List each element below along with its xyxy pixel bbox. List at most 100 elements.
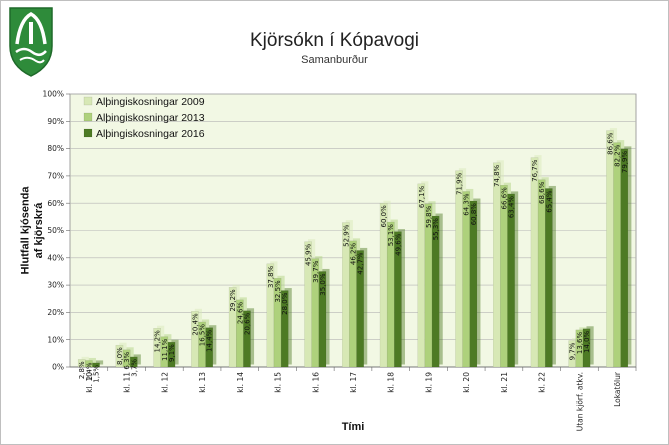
- data-label: 24,6%: [236, 302, 244, 325]
- data-label: 60,8%: [470, 203, 478, 226]
- bar-shadow: [95, 360, 104, 365]
- x-tick-label: kl. 16: [311, 372, 320, 393]
- bar: [236, 297, 247, 368]
- data-label: 86,6%: [606, 132, 614, 155]
- data-label: 2,4%: [85, 362, 93, 380]
- data-label: 39,7%: [312, 260, 320, 283]
- legend-entry: Alþingiskosningar 2013: [83, 112, 205, 124]
- bar-face: [129, 356, 138, 368]
- bar-face: [153, 328, 161, 368]
- chart-title: Kjörsókn í Kópavogi: [250, 30, 419, 51]
- bar: [92, 360, 104, 368]
- bar-face: [394, 231, 402, 368]
- bar: [613, 140, 625, 368]
- data-label: 76,7%: [531, 159, 539, 182]
- bar-face: [530, 157, 539, 368]
- data-label: 32,5%: [274, 280, 282, 303]
- data-label: 29,2%: [229, 289, 237, 312]
- bar-face: [318, 271, 327, 368]
- y-tick-label: 50%: [47, 226, 64, 235]
- legend-swatch: [83, 96, 93, 106]
- data-label: 74,8%: [493, 164, 501, 187]
- y-tick-labels: 0% 10% 20% 30% 40% 50% 60% 70% 80% 90% 100%: [43, 90, 64, 372]
- bar-face: [545, 188, 553, 368]
- bar-face: [205, 327, 214, 368]
- x-tick-labels: kl. 10 kl. 11 kl. 12 kl. 13 kl. 14 kl. 15 kl. …: [85, 371, 622, 431]
- kopavogur-logo-icon: [9, 7, 53, 77]
- data-label: 79,9%: [621, 151, 629, 174]
- bar-face: [356, 250, 364, 368]
- y-tick-label: 80%: [47, 144, 64, 153]
- data-label: 59,8%: [425, 205, 433, 228]
- y-tick-label: 20%: [47, 308, 64, 317]
- bar: [507, 191, 519, 368]
- y-tick-label: 60%: [47, 199, 64, 208]
- bar: [394, 229, 405, 368]
- x-tick-label: kl. 15: [274, 372, 283, 393]
- x-tick-label: Lokatölur: [613, 371, 622, 407]
- bar-face: [455, 170, 463, 368]
- data-label: 13,6%: [576, 332, 584, 355]
- bar: [129, 354, 141, 368]
- y-tick-label: 30%: [47, 281, 64, 290]
- bar: [318, 268, 330, 368]
- x-tick-label: kl. 13: [198, 372, 207, 393]
- bar-face: [537, 179, 546, 368]
- x-tick-label: kl. 12: [160, 372, 169, 393]
- data-label: 52,9%: [342, 224, 350, 247]
- data-label: 16,5%: [199, 324, 207, 347]
- data-label: 1,5%: [93, 365, 101, 383]
- data-label: 68,6%: [538, 181, 546, 204]
- data-label: 3,7%: [130, 359, 138, 377]
- data-label: 35,0%: [319, 273, 327, 296]
- data-label: 14,0%: [583, 330, 591, 353]
- legend-entry: Alþingiskosningar 2009: [83, 96, 205, 108]
- legend-label: Alþingiskosningar 2016: [96, 128, 205, 140]
- y-tick-label: 40%: [47, 253, 64, 262]
- bar-face: [462, 191, 470, 368]
- y-tick-label: 90%: [47, 117, 64, 126]
- data-label: 71,9%: [456, 172, 464, 195]
- x-tick-label: kl. 17: [349, 372, 358, 393]
- bar: [356, 247, 368, 368]
- x-tick-label: kl. 10: [85, 372, 94, 393]
- data-label: 20,4%: [191, 313, 199, 336]
- chart-subtitle: Samanburður: [301, 54, 368, 66]
- legend-label: Alþingiskosningar 2013: [96, 112, 205, 124]
- x-tick-label: kl. 22: [538, 372, 547, 393]
- data-label: 6,3%: [123, 351, 131, 369]
- y-tick-label: 70%: [47, 172, 64, 181]
- y-axis-label: Hlutfall kjósendaaf kjörskrá: [20, 186, 45, 275]
- x-tick-label: kl. 19: [424, 372, 433, 393]
- bar-face: [417, 183, 426, 368]
- bar: [198, 319, 210, 368]
- x-tick-label: kl. 21: [500, 372, 509, 393]
- y-tick-label: 0%: [52, 363, 64, 372]
- bar: [243, 308, 255, 368]
- bar-face: [606, 130, 614, 368]
- bar: [205, 325, 217, 368]
- data-label: 60,0%: [380, 205, 388, 228]
- bar-face: [500, 184, 508, 368]
- y-tick-label: 10%: [47, 335, 64, 344]
- bar-face: [620, 148, 629, 368]
- data-label: 28,0%: [281, 292, 289, 315]
- data-label: 14,4%: [206, 329, 214, 352]
- data-label: 9,1%: [168, 344, 176, 362]
- bar: [582, 326, 594, 368]
- x-tick-label: kl. 14: [236, 372, 245, 393]
- data-label: 49,6%: [394, 233, 402, 256]
- legend-swatch: [83, 128, 93, 138]
- bar-face: [575, 329, 584, 368]
- bar-face: [492, 162, 501, 368]
- data-label: 2,8%: [78, 361, 86, 379]
- bar: [153, 325, 165, 368]
- x-tick-label: kl. 20: [462, 372, 471, 393]
- bar-face: [431, 215, 440, 368]
- x-tick-label: kl. 11: [123, 372, 132, 393]
- data-label: 53,1%: [387, 224, 395, 247]
- bar: [167, 339, 179, 368]
- bar: [575, 327, 587, 368]
- data-label: 67,1%: [418, 185, 426, 208]
